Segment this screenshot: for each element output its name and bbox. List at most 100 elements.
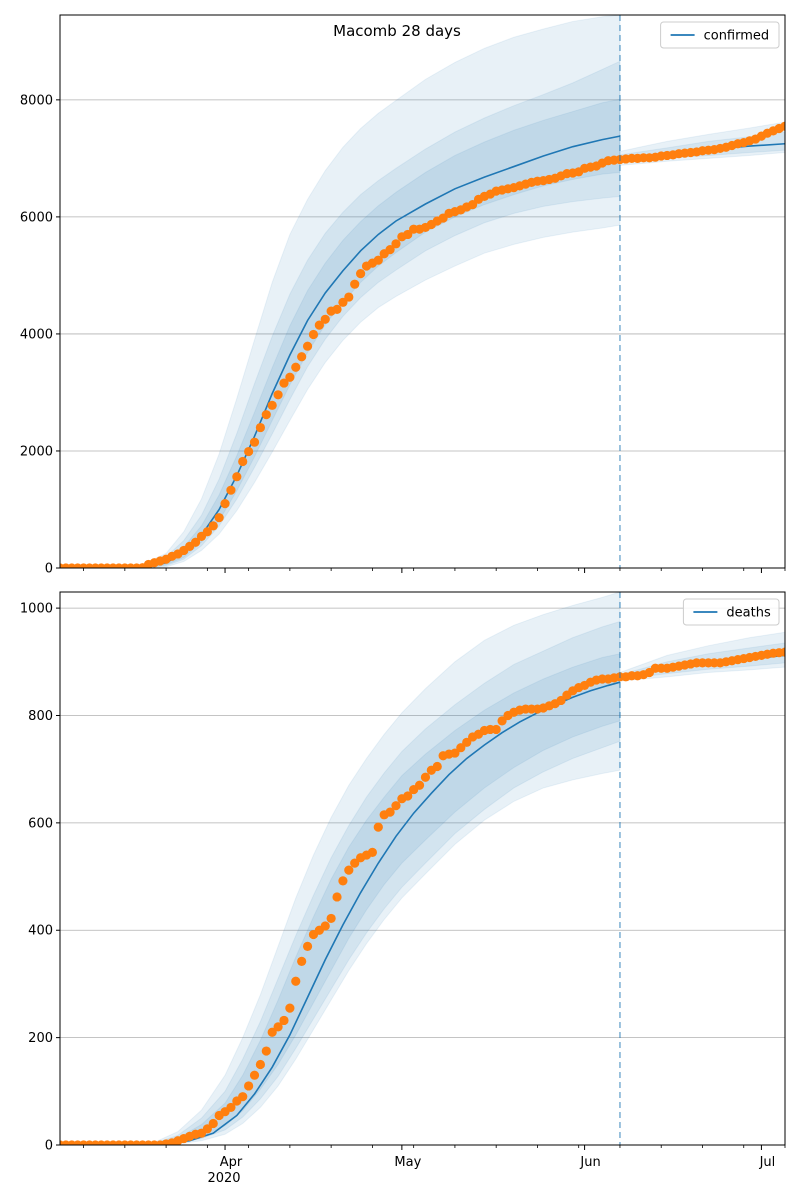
- data-point: [244, 1081, 254, 1091]
- y-tick-label: 200: [28, 1031, 53, 1046]
- data-point: [468, 200, 478, 210]
- data-point: [356, 269, 366, 279]
- data-point: [220, 499, 230, 509]
- data-point: [232, 472, 242, 482]
- data-point: [391, 239, 401, 249]
- data-point: [367, 847, 377, 857]
- legend-label: deaths: [726, 606, 771, 621]
- uncertainty-band: [153, 592, 621, 1145]
- data-point: [780, 647, 785, 657]
- legend-label: confirmed: [704, 29, 770, 44]
- data-point: [302, 341, 313, 351]
- axes-frame: [59, 591, 786, 1146]
- data-point: [350, 279, 360, 289]
- data-point: [261, 410, 271, 420]
- data-point: [350, 858, 360, 868]
- y-tick-label: 400: [28, 924, 53, 939]
- uncertainty-band: [153, 653, 621, 1145]
- data-point: [326, 913, 336, 924]
- data-point: [450, 748, 460, 758]
- data-point: [214, 513, 224, 523]
- data-point: [291, 976, 301, 986]
- data-point: [202, 527, 212, 537]
- y-tick-label: 0: [45, 1139, 53, 1154]
- data-point: [291, 362, 301, 372]
- data-point: [373, 822, 383, 832]
- y-tick-label: 8000: [20, 93, 53, 108]
- data-point: [279, 378, 289, 388]
- data-point: [420, 772, 431, 782]
- data-point: [273, 1022, 283, 1032]
- data-point: [238, 1092, 248, 1102]
- data-point: [497, 716, 507, 726]
- data-point: [456, 743, 466, 753]
- data-point: [255, 1059, 266, 1070]
- data-point: [462, 737, 472, 747]
- data-point: [344, 865, 354, 875]
- data-point: [279, 1015, 289, 1026]
- data-point: [332, 892, 342, 902]
- data-point: [332, 304, 342, 314]
- data-point: [344, 292, 354, 302]
- data-point: [285, 372, 295, 382]
- data-point: [208, 521, 218, 531]
- data-point: [556, 695, 566, 706]
- data-point: [308, 329, 319, 340]
- data-point: [403, 229, 413, 240]
- data-point: [261, 1046, 271, 1056]
- data-point: [385, 807, 395, 817]
- data-point: [285, 1003, 295, 1013]
- plot-area: [60, 592, 785, 1145]
- data-point: [391, 801, 401, 811]
- data-point: [238, 456, 248, 467]
- y-tick-label: 800: [28, 709, 53, 724]
- y-tick-label: 6000: [20, 210, 53, 225]
- y-tick-label: 1000: [20, 602, 53, 617]
- data-point: [338, 876, 348, 886]
- data-point: [267, 400, 277, 410]
- uncertainty-band: [153, 620, 621, 1145]
- data-point: [403, 791, 413, 801]
- data-point: [244, 446, 254, 457]
- plot-area: [60, 15, 785, 568]
- data-point: [314, 320, 324, 330]
- legend-box: [660, 21, 780, 49]
- axes-frame: [59, 14, 786, 569]
- data-point: [338, 297, 348, 307]
- data-point: [255, 422, 266, 433]
- data-point: [432, 761, 442, 772]
- data-point: [414, 780, 425, 790]
- legend-box: [682, 598, 780, 626]
- x-tick-label: May: [394, 1155, 421, 1170]
- data-point: [249, 437, 260, 447]
- data-point: [226, 1102, 236, 1113]
- data-point: [297, 956, 307, 966]
- data-point: [320, 921, 330, 931]
- data-point: [297, 352, 307, 362]
- data-point: [780, 121, 785, 131]
- panel-1: 0 2000 4000 6000 8000 confirmed: [20, 14, 786, 577]
- data-point: [190, 537, 201, 547]
- y-tick-label: 2000: [20, 444, 53, 459]
- data-point: [273, 390, 283, 400]
- y-tick-label: 600: [28, 816, 53, 831]
- data-point: [267, 1027, 277, 1037]
- figure-title: Macomb 28 days: [333, 22, 461, 40]
- x-tick-label: Jun: [579, 1155, 600, 1170]
- data-point: [385, 245, 395, 255]
- data-point: [226, 485, 236, 495]
- data-point: [249, 1070, 260, 1080]
- data-point: [491, 724, 501, 735]
- data-point: [302, 941, 313, 951]
- data-point: [208, 1118, 218, 1129]
- y-tick-label: 0: [45, 562, 53, 577]
- x-tick-label: Apr: [220, 1155, 243, 1170]
- y-tick-label: 4000: [20, 327, 53, 342]
- data-point: [320, 314, 330, 324]
- x-tick-sublabel: 2020: [207, 1171, 240, 1186]
- data-point: [373, 255, 383, 265]
- x-tick-label: Jul: [759, 1155, 776, 1170]
